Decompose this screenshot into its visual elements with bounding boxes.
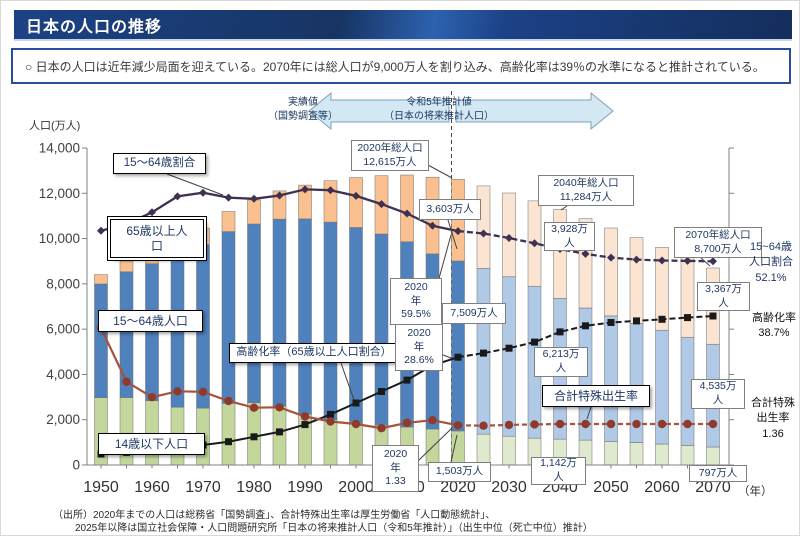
title-bar: 日本の人口の推移 [14, 10, 792, 39]
summary-note-text: ○ 日本の人口は近年減少局面を迎えている。2070年には総人口が9,000万人を… [25, 59, 765, 74]
svg-text:12,000: 12,000 [39, 186, 80, 201]
annotation-under14-2070: 797万人 [689, 465, 747, 482]
summary-note-box: ○ 日本の人口は近年減少局面を迎えている。2070年には総人口が9,000万人を… [11, 48, 791, 84]
svg-text:14,000: 14,000 [39, 141, 80, 156]
svg-text:2030: 2030 [491, 479, 527, 496]
population-chart: 0 2,000 4,000 6,000 8,000 10,000 12,000 14,000 1… [1, 85, 799, 535]
annotation-elderly-label: 65歳以上人 口 [110, 219, 204, 258]
svg-text:2050: 2050 [593, 479, 629, 496]
annotation-under14-2020: 1,503万人 [428, 462, 491, 482]
annotation-2020-aging-rate: 2020 年 28.6% [395, 324, 443, 371]
annotation-2020-tfr: 2020 年 1.33 [372, 445, 419, 492]
svg-text:10,000: 10,000 [39, 231, 80, 246]
annotation-working-2020: 7,509万人 [442, 303, 506, 324]
svg-text:8,000: 8,000 [46, 276, 80, 291]
banner-projected-values: 令和5年推計値 （日本の将来推計人口） [384, 97, 494, 122]
annotation-working-2070: 4,535万 人 [691, 379, 745, 409]
annotation-working-label: 15～64歳人口 [98, 310, 203, 332]
svg-text:1950: 1950 [83, 479, 119, 496]
svg-text:4,000: 4,000 [46, 367, 80, 382]
annotation-elderly-2070: 3,367万 人 [697, 282, 750, 311]
annotation-2020-total: 2020年総人口 12,615万人 [351, 140, 429, 171]
annotation-aging-rate-label: 高齢化率（65歳以上人口割合） [229, 343, 399, 363]
side-label-aging-rate: 高齢化率 38.7% [752, 312, 796, 340]
svg-text:1990: 1990 [287, 479, 323, 496]
source-line-1: （出所）2020年までの人口は総務省「国勢調査」、合計特殊出生率は厚生労働省「人… [53, 510, 496, 521]
side-label-tfr: 合計特殊 出生率 1.36 [751, 397, 795, 440]
svg-text:2070: 2070 [695, 479, 731, 496]
annotation-elderly-2020: 3,603万人 [419, 199, 481, 220]
y-axis-title: 人口(万人) [29, 120, 81, 132]
annotation-working-2040: 6,213万 人 [534, 347, 588, 377]
svg-text:2000: 2000 [338, 479, 374, 496]
svg-text:0: 0 [72, 458, 80, 473]
annotation-under14-2040: 1,142万 人 [531, 457, 586, 485]
annotation-2040-total: 2040年総人口 11,284万人 [538, 175, 634, 206]
svg-text:1980: 1980 [236, 479, 272, 496]
svg-text:2,000: 2,000 [46, 412, 80, 427]
annotation-2020-working-ratio: 2020 年 59.5% [390, 278, 442, 325]
annotation-2070-total: 2070年総人口 8,700万人 [674, 227, 762, 258]
page-title: 日本の人口の推移 [26, 18, 163, 36]
annotation-elderly-2040: 3,928万 人 [544, 222, 595, 251]
x-axis-unit: （年） [738, 486, 773, 498]
svg-text:2020: 2020 [440, 479, 476, 496]
svg-text:2060: 2060 [644, 479, 680, 496]
svg-text:1970: 1970 [185, 479, 221, 496]
annotation-tfr-label: 合計特殊出生率 [542, 385, 650, 407]
svg-text:1960: 1960 [134, 479, 170, 496]
svg-text:6,000: 6,000 [46, 322, 80, 337]
source-line-2: 2025年以降は国立社会保障・人口問題研究所「日本の将来推計人口（令和5年推計）… [75, 523, 593, 534]
annotation-working-ratio-label: 15～64歳割合 [113, 153, 206, 174]
annotation-under14-label: 14歳以下人口 [98, 433, 205, 455]
side-label-working-ratio: 15~64歳 人口割合 52.1% [749, 241, 793, 284]
banner-actual-values: 実績値 （国勢調査等） [268, 97, 338, 122]
